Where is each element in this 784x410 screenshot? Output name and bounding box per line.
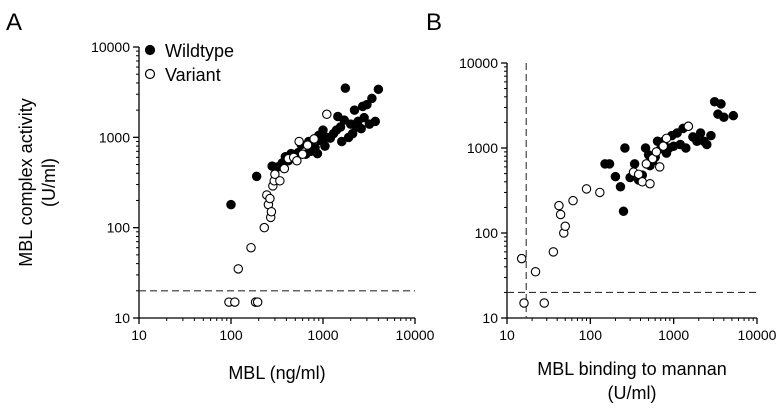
variant-point — [265, 193, 275, 204]
legend-label: Variant — [165, 65, 221, 85]
wildtype-point — [719, 112, 729, 123]
wildtype-point — [370, 116, 381, 127]
wildtype-point — [251, 171, 262, 182]
wildtype-point — [728, 110, 739, 121]
variant-point — [683, 121, 694, 132]
wildtype-point — [367, 93, 377, 104]
legend-variant-marker — [144, 68, 156, 80]
wildtype-point — [610, 171, 621, 182]
wildtype-point — [349, 105, 360, 115]
variant-point — [539, 298, 550, 308]
variant-point — [270, 169, 280, 180]
wildtype-point — [340, 83, 351, 93]
x-tick-label: 1000 — [307, 327, 338, 343]
wildtype-point — [373, 84, 384, 95]
wildtype-point — [320, 141, 330, 151]
legend-wildtype-marker — [144, 44, 156, 56]
x-axis-title: (U/ml) — [608, 383, 657, 403]
variant-point — [516, 253, 527, 264]
variant-point — [554, 200, 564, 211]
variant-point — [302, 140, 313, 150]
variant-point — [279, 163, 290, 174]
wildtype-point — [615, 182, 626, 192]
chart-panel-b: 10 100 1000 10000 10 100 1000 10000 MBL binding … — [459, 55, 777, 403]
wildtype-point — [618, 206, 629, 217]
legend-label: Wildtype — [165, 41, 234, 61]
y-tick-label: 10000 — [91, 39, 130, 55]
wildtype-point — [359, 112, 369, 123]
variant-point — [322, 109, 332, 120]
x-tick-label: 10 — [131, 327, 147, 343]
variant-point — [266, 207, 277, 217]
wildtype-point — [362, 99, 372, 110]
wildtype-point — [318, 125, 328, 135]
variant-point — [595, 187, 605, 198]
wildtype-point — [337, 136, 347, 147]
wildtype-point — [706, 130, 716, 141]
y-tick-label: 10 — [482, 310, 498, 326]
x-tick-label: 1000 — [658, 327, 689, 343]
wildtype-point — [620, 143, 630, 153]
wildtype-point — [702, 139, 712, 150]
x-tick-label: 100 — [219, 327, 243, 343]
variant-point — [581, 184, 592, 194]
variant-point — [548, 247, 559, 257]
variant-point — [661, 133, 672, 144]
y-tick-label: 1000 — [99, 129, 130, 145]
panel-label-b: B — [426, 9, 442, 36]
variant-point — [297, 149, 308, 159]
variant-point — [519, 298, 529, 308]
variant-point — [633, 169, 644, 180]
x-tick-label: 100 — [579, 327, 603, 343]
variant-point — [259, 222, 270, 233]
y-tick-label: 1000 — [467, 140, 498, 156]
variant-point — [309, 134, 319, 144]
x-tick-label: 10000 — [738, 327, 777, 343]
x-tick-label: 10000 — [396, 327, 435, 343]
y-axis-title: (U/ml) — [39, 158, 59, 207]
y-axis-title: MBL complex activity — [16, 98, 36, 266]
x-axis-title: MBL binding to mannan — [537, 359, 726, 379]
variant-point — [555, 209, 566, 220]
y-tick-label: 10 — [114, 310, 130, 326]
variant-point — [645, 178, 655, 189]
variant-point — [560, 221, 570, 232]
wildtype-point — [312, 148, 323, 159]
wildtype-point — [226, 199, 236, 210]
variant-point — [275, 176, 285, 186]
y-tick-label: 100 — [107, 220, 131, 236]
wildtype-point — [716, 99, 726, 109]
legend: Wildtype Variant — [144, 41, 234, 85]
variant-point — [292, 156, 302, 166]
variant-point — [654, 162, 665, 172]
y-tick-label: 100 — [475, 225, 499, 241]
variant-point — [246, 242, 256, 253]
chart-panel-a: 10 100 1000 10000 10 100 1000 10000 MBL (ng/ml) M… — [16, 39, 435, 383]
variant-point — [530, 267, 541, 277]
variant-point — [252, 297, 263, 307]
y-tick-label: 10000 — [459, 55, 498, 71]
variant-point — [568, 195, 578, 206]
wildtype-point — [629, 159, 640, 169]
variant-point — [230, 297, 240, 307]
wildtype-point — [604, 159, 615, 169]
x-axis-title: MBL (ng/ml) — [228, 363, 325, 383]
variant-point — [637, 177, 648, 187]
wildtype-point — [681, 143, 691, 153]
variant-point — [658, 141, 669, 151]
variant-point — [294, 136, 304, 147]
variant-point — [651, 147, 662, 157]
variant-point — [641, 159, 652, 169]
wildtype-point — [356, 123, 366, 134]
wildtype-point — [695, 128, 706, 138]
panel-label-a: A — [6, 9, 22, 36]
x-tick-label: 10 — [499, 327, 515, 343]
variant-point — [233, 264, 244, 274]
